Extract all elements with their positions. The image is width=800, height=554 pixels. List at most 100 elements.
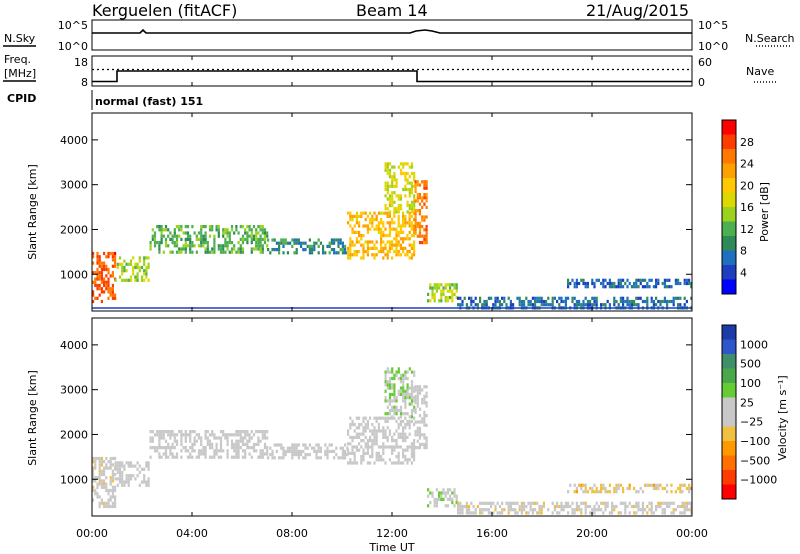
velocity-cell [197, 452, 201, 456]
power-cell [397, 218, 400, 222]
power-cell [123, 265, 126, 270]
velocity-cell [578, 508, 581, 512]
power-cell [138, 265, 141, 270]
velocity-cell [261, 455, 264, 459]
velocity-cell [213, 433, 216, 437]
power-cell [317, 251, 320, 255]
power-cell [494, 296, 497, 300]
power-cell [425, 196, 428, 200]
velocity-cell [382, 416, 385, 420]
velocity-cell [578, 483, 581, 487]
power-cell [438, 286, 441, 290]
power-cell [646, 296, 649, 300]
velocity-cell [369, 455, 372, 459]
power-cell [410, 227, 413, 231]
velocity-cell [364, 435, 367, 439]
power-cell [399, 230, 402, 234]
power-cell [263, 241, 267, 245]
velocity-cell [661, 501, 664, 505]
velocity-cell [395, 399, 398, 403]
velocity-cell [498, 511, 501, 515]
power-cell [423, 183, 426, 187]
velocity-cell [580, 486, 583, 491]
power-cell [413, 194, 416, 198]
velocity-cell [644, 483, 647, 487]
velocity-cell [663, 508, 666, 512]
power-cell [96, 287, 99, 291]
power-colorbar-segment [722, 207, 736, 222]
power-cell [184, 237, 187, 241]
velocity-cell [440, 497, 443, 501]
velocity-cell [98, 482, 101, 486]
power-cell [395, 230, 398, 234]
velocity-cell [399, 412, 403, 416]
velocity-ytick-label: 4000 [60, 339, 88, 352]
velocity-cell [663, 501, 666, 505]
power-cell [650, 299, 653, 304]
velocity-cell [584, 483, 587, 487]
power-cell [382, 224, 385, 228]
velocity-cell [129, 464, 133, 468]
velocity-cell [597, 504, 600, 509]
power-cell [523, 303, 526, 307]
velocity-cell [406, 392, 409, 397]
power-cell [569, 281, 572, 286]
velocity-cell [395, 461, 398, 465]
power-cell [217, 244, 220, 248]
velocity-cell [202, 452, 205, 456]
velocity-cell [375, 419, 378, 423]
power-cell [377, 224, 380, 228]
power-cell [369, 227, 372, 231]
velocity-cell [127, 464, 130, 468]
velocity-cell [123, 483, 126, 487]
power-cell [344, 244, 347, 248]
power-cell [683, 281, 686, 286]
velocity-cell [366, 445, 369, 449]
velocity-cell [490, 511, 493, 515]
power-cell [421, 234, 424, 238]
power-cell [259, 225, 262, 229]
power-cell [496, 296, 499, 300]
power-cell [278, 248, 281, 252]
velocity-cell [465, 508, 468, 512]
velocity-cell [226, 449, 229, 453]
power-cell [414, 225, 417, 229]
power-cell [237, 247, 240, 251]
velocity-cell [261, 436, 264, 440]
velocity-cell [184, 430, 187, 434]
velocity-cell [349, 458, 352, 462]
velocity-cell [496, 511, 499, 515]
power-cell [103, 251, 106, 256]
velocity-cell [266, 446, 269, 450]
velocity-cell [384, 435, 387, 439]
power-cell [98, 283, 101, 288]
velocity-cell [344, 453, 347, 457]
velocity-cell [635, 490, 638, 494]
power-cell [421, 180, 424, 184]
power-cell [230, 247, 234, 251]
power-cell [375, 227, 378, 231]
velocity-cell [529, 504, 532, 509]
velocity-cell [418, 436, 422, 440]
power-cell [355, 214, 358, 218]
noise-sky-series [92, 28, 692, 34]
power-cell [413, 253, 416, 257]
velocity-cell [410, 455, 413, 459]
power-colorbar-segment [722, 236, 736, 251]
velocity-cell [371, 442, 374, 446]
velocity-cell [371, 423, 374, 427]
power-cell [672, 296, 675, 300]
power-cell [655, 296, 658, 300]
velocity-cell [507, 504, 510, 509]
power-cell [333, 241, 336, 245]
velocity-cell [237, 452, 240, 456]
velocity-cell [648, 483, 651, 487]
freq-left-tick-top: 18 [74, 56, 88, 69]
velocity-cell [362, 439, 365, 443]
power-cell [362, 234, 365, 238]
velocity-cell [371, 451, 374, 455]
velocity-cell [371, 429, 374, 433]
power-cell [339, 238, 342, 242]
velocity-cell [373, 442, 376, 446]
freq-label-2: [MHz] [4, 67, 36, 80]
